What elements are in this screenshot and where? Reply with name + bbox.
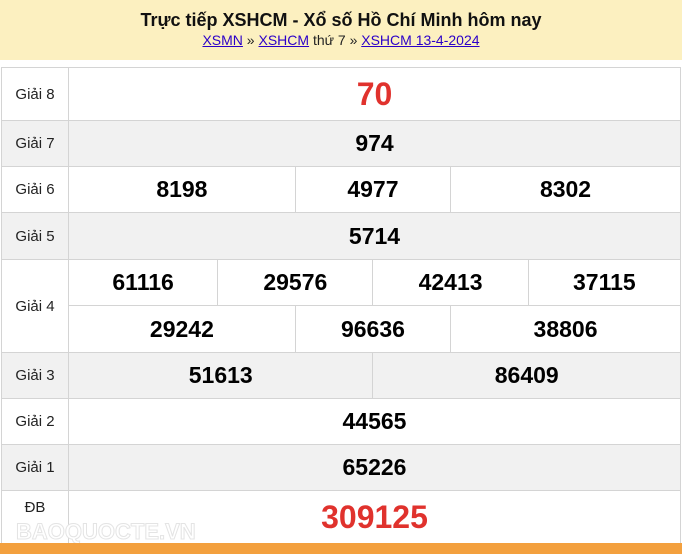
prize-label: ĐB [1,490,69,544]
prize-number: 86409 [372,352,681,399]
prize-label: Giải 1 [1,444,69,491]
prize-label: Giải 3 [1,352,69,399]
prize-number: 309125 [68,490,681,544]
breadcrumb-xsmn-link[interactable]: XSMN [202,32,243,48]
row-giai-6: Giải 6 8198 4977 8302 [1,166,681,213]
breadcrumb-day: thứ 7 » [309,32,362,48]
breadcrumb-date-link[interactable]: XSHCM 13-4-2024 [361,32,480,48]
prize-label: Giải 5 [1,212,69,260]
breadcrumb-xshcm-link[interactable]: XSHCM [258,32,310,48]
prize-number: 44565 [68,398,681,445]
row-giai-1: Giải 1 65226 [1,444,681,491]
prize-label: Giải 6 [1,166,69,213]
breadcrumb-separator: » [242,32,259,48]
row-dac-biet: ĐB 309125 [1,490,681,544]
row-giai-4b: 29242 96636 38806 [2,305,681,353]
prize-number: 974 [68,120,681,167]
prize-number: 29242 [68,305,296,353]
row-giai-5: Giải 5 5714 [1,212,681,260]
prize-label: Giải 7 [1,120,69,167]
breadcrumb: XSMN » XSHCM thứ 7 » XSHCM 13-4-2024 [0,31,682,49]
row-giai-8: Giải 8 70 [1,67,681,121]
prize-number: 38806 [450,305,681,353]
prize-number: 61116 [67,259,219,306]
prize-number: 96636 [294,305,452,353]
prize-number: 70 [68,67,681,121]
row-giai-3: Giải 3 51613 86409 [1,352,681,399]
prize-label: Giải 2 [1,398,69,445]
page-header: Trực tiếp XSHCM - Xổ số Hồ Chí Minh hôm … [0,0,682,60]
prize-number: 5714 [68,212,681,260]
prize-number: 4977 [294,166,452,213]
prize-number: 65226 [68,444,681,491]
footer-bar [0,543,682,554]
prize-label: Giải 8 [1,67,69,121]
prize-number: 51613 [67,352,374,399]
row-giai-4: Giải 4 61116 29576 42413 37115 [1,259,682,353]
row-giai-2: Giải 2 44565 [1,398,681,445]
prize-number: 8302 [450,166,681,213]
prize-label: Giải 4 [1,259,69,353]
results-table: Giải 8 70 Giải 7 974 Giải 6 8198 4977 83… [1,67,682,544]
watermark: BAOQUOCTE.VN [16,519,197,544]
page-title: Trực tiếp XSHCM - Xổ số Hồ Chí Minh hôm … [140,10,542,30]
row-giai-7: Giải 7 974 [1,120,681,167]
prize-number: 29576 [217,259,374,306]
prize-number: 42413 [372,259,529,306]
prize-number: 37115 [527,259,682,306]
prize-number: 8198 [68,166,296,213]
